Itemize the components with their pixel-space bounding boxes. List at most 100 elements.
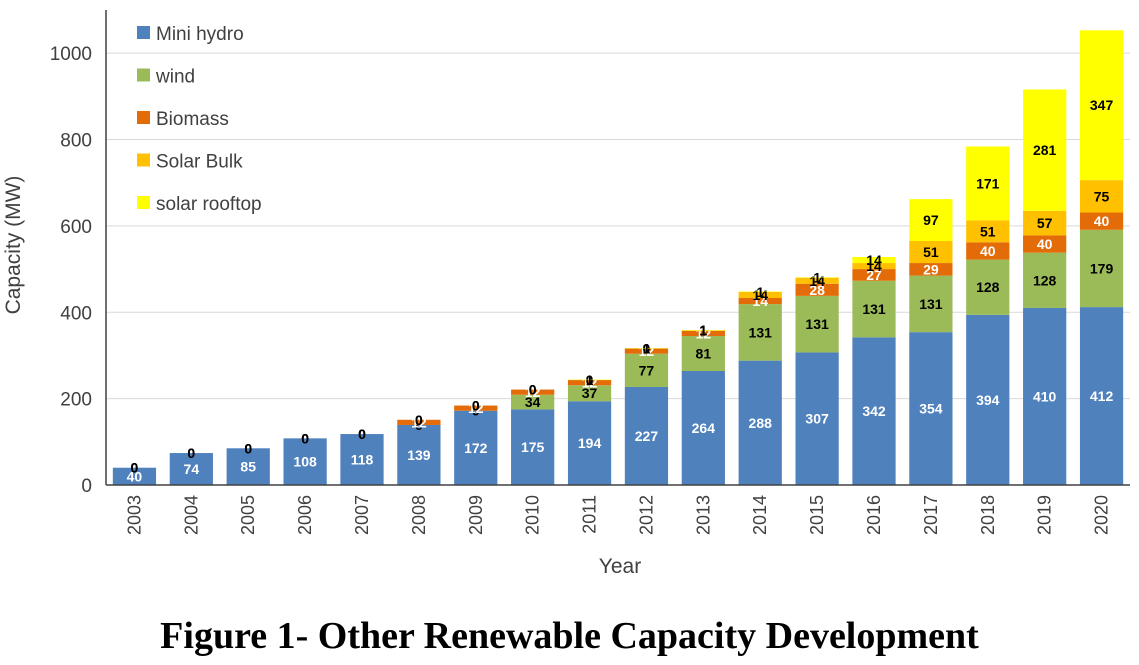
data-label: 0 [358, 426, 366, 442]
bar-segment [1079, 229, 1124, 308]
data-label: 175 [521, 439, 545, 455]
legend-label: Biomass [156, 109, 229, 130]
x-tick-label: 2006 [295, 495, 315, 535]
y-axis-label: Capacity (MW) [2, 176, 25, 315]
data-label: 0 [415, 412, 423, 428]
bar-segment [1023, 210, 1067, 236]
gridlines [106, 52, 1130, 400]
legend: Mini hydro wind Biomass Solar Bulk solar roo… [137, 24, 262, 215]
data-label: 1 [643, 340, 651, 356]
bar-segment [681, 336, 725, 371]
y-tick-label: 800 [60, 131, 92, 152]
bar-segment [681, 330, 725, 337]
x-tick-label: 2007 [352, 495, 372, 535]
x-tick-label: 2016 [864, 495, 884, 535]
bar-segment [567, 401, 612, 485]
data-label: 0 [244, 440, 252, 456]
data-label: 27 [866, 267, 882, 283]
bar-segment [738, 360, 782, 485]
data-label: 14 [809, 273, 825, 289]
data-label: 1 [699, 322, 707, 338]
data-label: 51 [980, 223, 996, 239]
data-label: 0 [244, 440, 252, 456]
bar-segment [852, 280, 896, 338]
data-label: 77 [639, 362, 655, 378]
data-label: 12 [468, 400, 484, 416]
data-label: 37 [582, 385, 598, 401]
bar-segment [567, 380, 612, 386]
bar-segment [1079, 180, 1124, 213]
legend-label: solar rooftop [156, 194, 262, 215]
data-label: 1 [586, 372, 594, 388]
bar-segment [397, 424, 441, 485]
x-tick-label: 2015 [807, 495, 827, 535]
bar-segment [567, 385, 612, 402]
x-tick-label: 2010 [523, 495, 543, 535]
data-label: 0 [301, 430, 309, 446]
bar-segment [795, 352, 839, 485]
y-tick-labels: 0 200 400 600 800 1000 [50, 44, 92, 497]
data-label: 131 [805, 316, 829, 332]
data-label: 264 [692, 420, 716, 436]
data-label: 128 [976, 279, 1000, 295]
x-tick-label: 2019 [1035, 495, 1055, 535]
data-label: 354 [919, 401, 943, 417]
bar-segment [966, 259, 1010, 315]
axes [105, 10, 1130, 486]
bar-segment [909, 199, 953, 242]
data-label: 40 [980, 243, 996, 259]
data-label: 12 [639, 343, 655, 359]
data-label: 34 [525, 394, 541, 410]
data-label: 14 [752, 287, 768, 303]
data-label: 171 [976, 175, 1000, 191]
bar-segment [624, 353, 669, 387]
bar-segment [738, 298, 782, 305]
data-label: 0 [187, 445, 195, 461]
data-label: 0 [358, 426, 366, 442]
bar-segment [1023, 307, 1067, 485]
bar-segment [966, 146, 1010, 221]
y-tick-label: 600 [60, 217, 92, 238]
x-tick-label: 2003 [124, 495, 144, 535]
legend-swatch [137, 153, 150, 167]
data-label: 40 [127, 468, 143, 484]
legend-label: Mini hydro [156, 24, 244, 45]
data-label: 0 [301, 430, 309, 446]
data-label: 0 [131, 460, 139, 476]
bar-segment [397, 419, 441, 425]
legend-swatch [137, 26, 150, 39]
bar-segment [909, 263, 953, 276]
data-label: 412 [1090, 388, 1114, 404]
data-label: 131 [749, 324, 773, 340]
data-label: 179 [1090, 260, 1114, 276]
data-label: 0 [244, 440, 252, 456]
data-label: 29 [923, 261, 939, 277]
bar-segment [1079, 307, 1124, 485]
bar-segment [795, 295, 839, 353]
bar-segment [909, 275, 953, 333]
data-label: 0 [301, 430, 309, 446]
data-label: 12 [582, 375, 598, 391]
data-label: 410 [1033, 388, 1057, 404]
data-label: 118 [351, 452, 374, 468]
data-label: 347 [1090, 97, 1114, 113]
data-label: 0 [187, 445, 195, 461]
y-tick-label: 200 [60, 390, 92, 411]
data-label: 28 [809, 282, 825, 298]
data-label: 0 [358, 426, 366, 442]
y-tick-label: 400 [60, 303, 92, 324]
bar-segment [1079, 30, 1124, 181]
data-label: 0 [358, 426, 366, 442]
data-label: 12 [525, 384, 541, 400]
bar-segment [112, 467, 157, 485]
x-tick-label: 2018 [978, 495, 998, 535]
bar-segment [738, 291, 782, 299]
data-label: 227 [635, 428, 659, 444]
bar-segment [966, 314, 1010, 485]
data-label: 128 [1033, 272, 1057, 288]
bar-segment [1023, 89, 1067, 211]
figure-caption: Figure 1- Other Renewable Capacity Devel… [160, 615, 979, 657]
bar-segment [511, 389, 555, 395]
data-label: 97 [923, 212, 939, 228]
bar-segment [624, 386, 669, 485]
